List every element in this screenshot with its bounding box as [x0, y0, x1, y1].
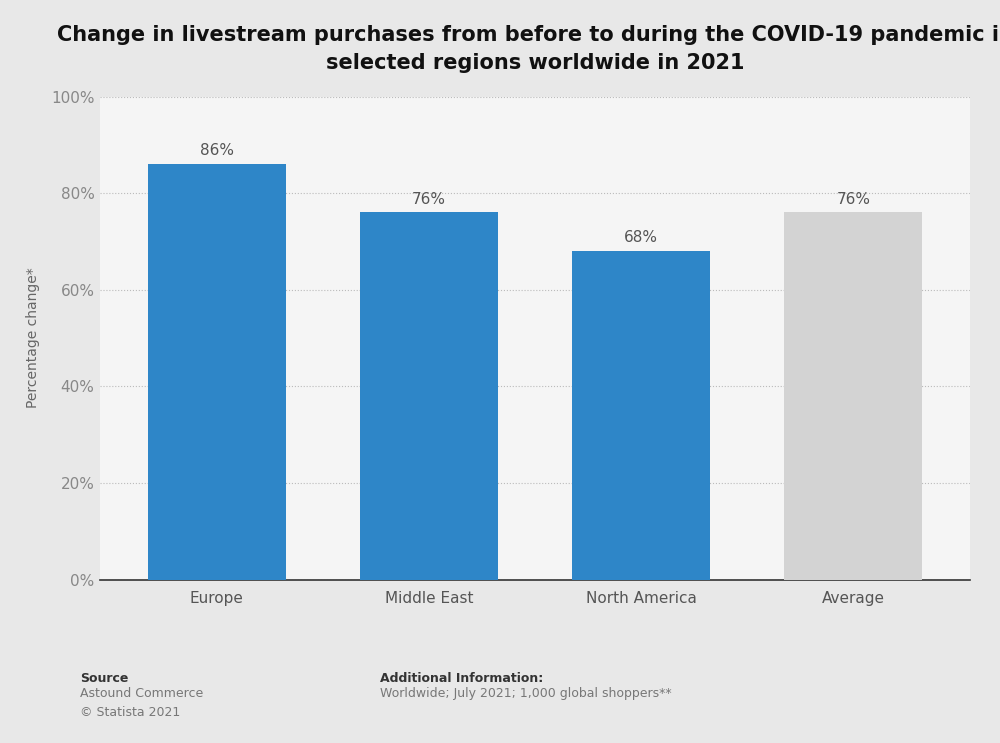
Bar [572, 251, 710, 580]
Text: 76%: 76% [412, 192, 446, 207]
Text: 68%: 68% [624, 230, 658, 245]
Bar [148, 164, 286, 580]
Text: Additional Information:: Additional Information: [380, 672, 543, 685]
Text: Worldwide; July 2021; 1,000 global shoppers**: Worldwide; July 2021; 1,000 global shopp… [380, 687, 672, 700]
Text: Source: Source [80, 672, 128, 685]
Y-axis label: Percentage change*: Percentage change* [26, 267, 40, 409]
Text: 76%: 76% [836, 192, 870, 207]
Text: 86%: 86% [200, 143, 234, 158]
Text: Astound Commerce
© Statista 2021: Astound Commerce © Statista 2021 [80, 687, 203, 719]
Bar [360, 212, 498, 580]
Bar [784, 212, 922, 580]
Title: Change in livestream purchases from before to during the COVID-19 pandemic in
se: Change in livestream purchases from befo… [57, 25, 1000, 73]
